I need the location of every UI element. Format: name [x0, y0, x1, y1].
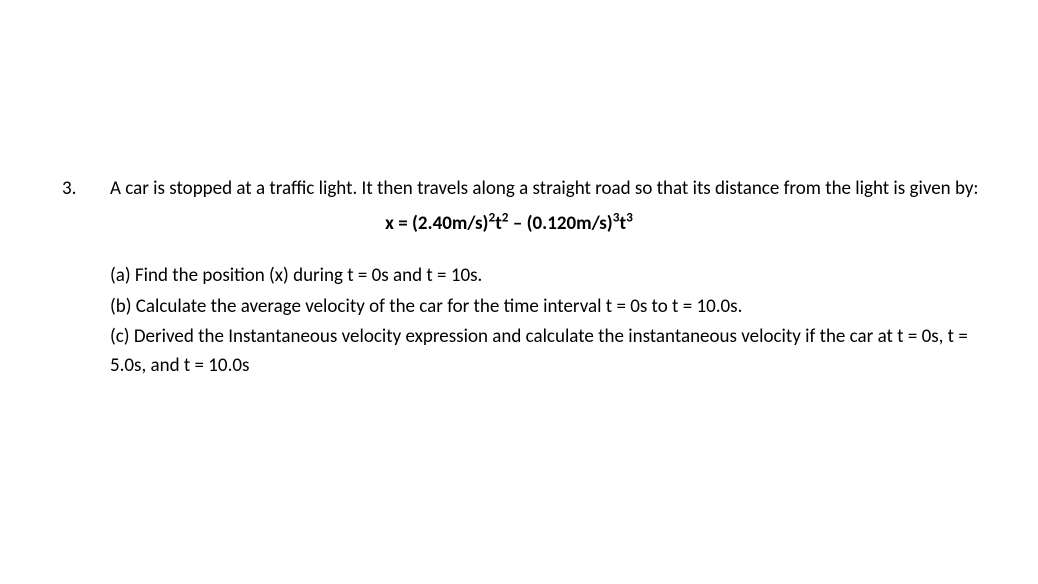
problem-statement: A car is stopped at a traffic light. It … [110, 175, 998, 204]
part-c: (c) Derived the Instantaneous velocity e… [110, 323, 998, 380]
part-b: (b) Calculate the average velocity of th… [110, 293, 998, 322]
equation: x = (2.40m/s)2t2 – (0.120m/s)3t3 [110, 210, 998, 239]
part-a: (a) Find the position (x) during t = 0s … [110, 262, 998, 291]
problem-content: A car is stopped at a traffic light. It … [110, 175, 998, 382]
problem-container: 3. A car is stopped at a traffic light. … [0, 0, 1038, 382]
problem-number: 3. [62, 175, 110, 382]
